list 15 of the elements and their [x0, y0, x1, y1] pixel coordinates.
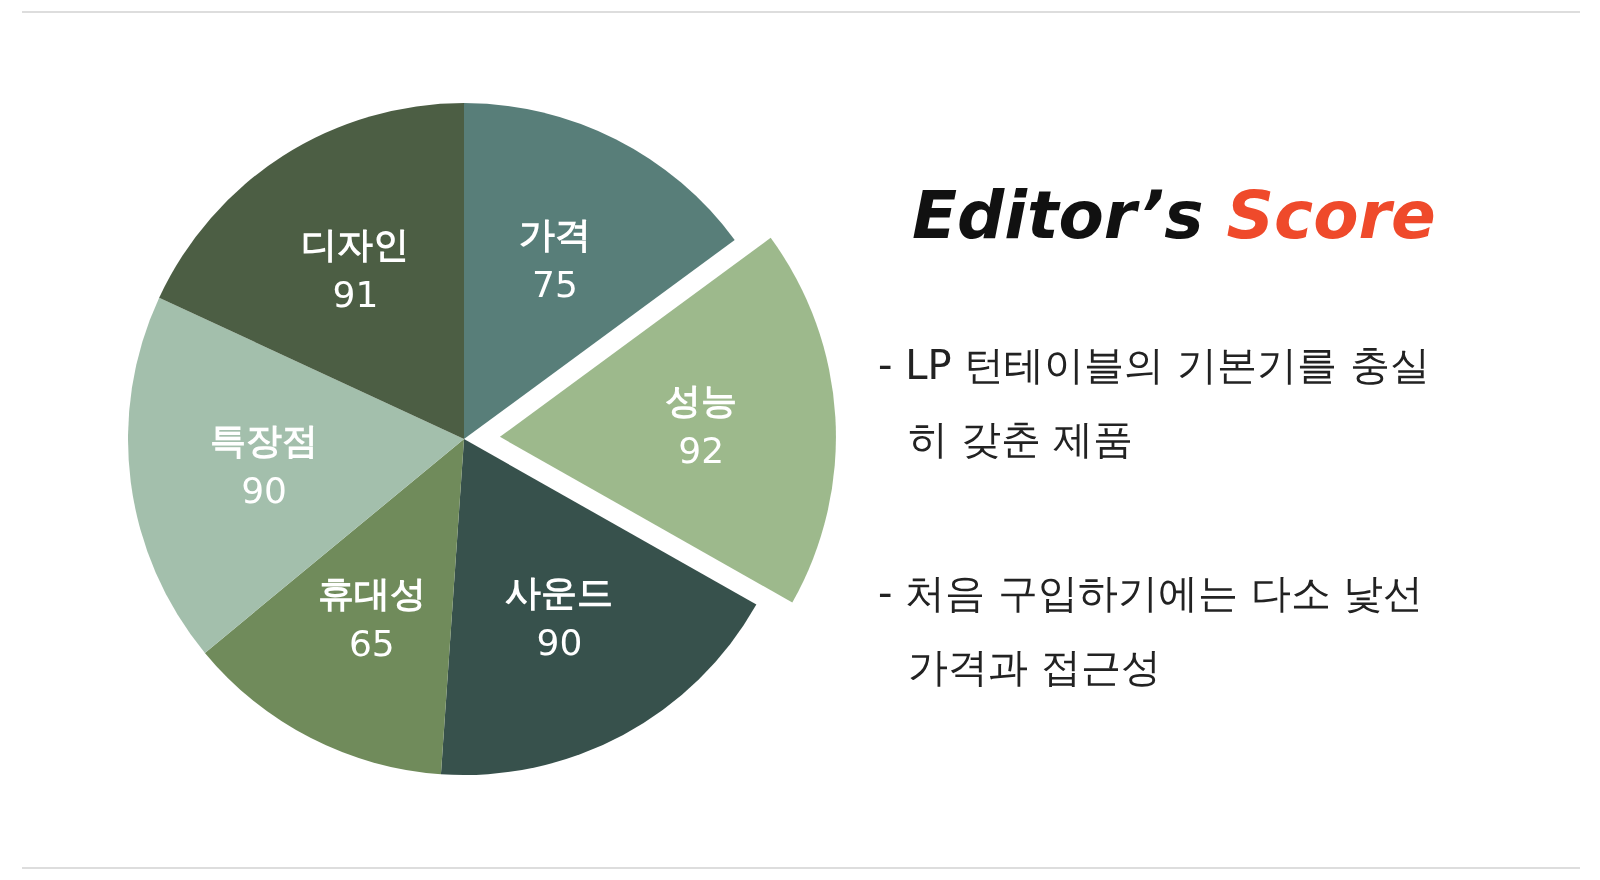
text: Editor’s Score: [912, 177, 1436, 254]
data-label: 91: [332, 274, 379, 316]
slice-label: 사운드: [505, 571, 614, 613]
slice-label: 가격: [519, 214, 592, 256]
slice-label: 특장점: [210, 419, 319, 461]
data-label: 92: [678, 429, 725, 471]
slice-label: 디자인: [301, 224, 410, 266]
text: - 처음 구입하기에는 다소 낯선 가격과 접근성: [878, 569, 1425, 692]
data-label: 90: [241, 469, 287, 511]
slice-label: 성능: [665, 379, 738, 421]
data-label: 90: [536, 621, 583, 663]
slice-label: 휴대성: [317, 573, 426, 615]
data-label: 65: [348, 623, 395, 665]
text: - LP 턴테이블의 기본기를 충실히 갖춘 제품: [878, 341, 1431, 464]
data-label: 75: [532, 264, 578, 306]
